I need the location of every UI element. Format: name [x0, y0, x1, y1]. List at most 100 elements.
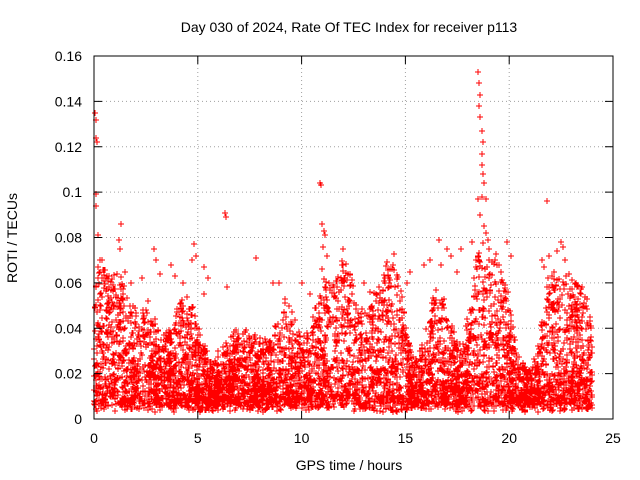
data-point [94, 139, 100, 145]
data-point [373, 291, 379, 297]
y-tick-label: 0.14 [55, 93, 82, 109]
data-point [436, 237, 442, 243]
data-point [476, 80, 482, 86]
data-point [562, 257, 568, 263]
data-point [319, 221, 325, 227]
data-point [480, 171, 486, 177]
data-point [145, 298, 151, 304]
y-tick-label: 0.04 [55, 320, 82, 336]
data-point [205, 275, 211, 281]
data-point [322, 232, 328, 238]
data-point [475, 196, 481, 202]
data-points [91, 69, 595, 415]
data-point [588, 325, 594, 331]
x-tick-label: 15 [398, 430, 414, 446]
x-tick-label: 10 [294, 430, 310, 446]
data-point [477, 114, 483, 120]
data-point [201, 291, 207, 297]
x-tick-label: 0 [90, 430, 98, 446]
data-point [498, 269, 504, 275]
data-point [485, 237, 491, 243]
data-point [117, 246, 123, 252]
data-point [438, 262, 444, 268]
y-tick-label: 0.02 [55, 366, 82, 382]
data-point [427, 257, 433, 263]
data-point [583, 303, 589, 309]
data-point [566, 271, 572, 277]
data-point [483, 230, 489, 236]
data-point [480, 139, 486, 145]
data-point [579, 284, 585, 290]
chart-title: Day 030 of 2024, Rate Of TEC Index for r… [181, 19, 518, 35]
data-point [477, 92, 483, 98]
data-point [481, 180, 487, 186]
data-point [479, 162, 485, 168]
data-point [319, 266, 325, 272]
data-point [95, 264, 101, 270]
data-point [558, 239, 564, 245]
x-tick-label: 5 [194, 430, 202, 446]
data-point [299, 280, 305, 286]
x-tick-label: 25 [605, 430, 621, 446]
x-tick-label: 20 [501, 430, 517, 446]
data-point [479, 128, 485, 134]
data-point [307, 291, 313, 297]
y-tick-label: 0.1 [63, 184, 83, 200]
data-point [421, 262, 427, 268]
data-point [573, 280, 579, 286]
data-point [340, 246, 346, 252]
data-point [496, 262, 502, 268]
data-point [469, 239, 475, 245]
data-point [97, 269, 103, 275]
data-point [458, 246, 464, 252]
data-point [541, 264, 547, 270]
data-point [444, 246, 450, 252]
data-point [324, 253, 330, 259]
data-point [180, 280, 186, 286]
data-point [587, 314, 593, 320]
data-point [276, 280, 282, 286]
data-point [367, 289, 373, 295]
data-point [118, 221, 124, 227]
data-point [476, 103, 482, 109]
y-tick-label: 0 [74, 411, 82, 427]
data-point [475, 69, 481, 75]
data-point [392, 284, 398, 290]
data-point [454, 269, 460, 275]
data-point [172, 273, 178, 279]
y-axis-label: ROTI / TECUs [4, 193, 20, 283]
data-point [270, 280, 276, 286]
y-tick-label: 0.16 [55, 48, 82, 64]
data-point [338, 275, 344, 281]
data-point [492, 257, 498, 263]
data-point [340, 262, 346, 268]
data-point [282, 296, 288, 302]
y-tick-label: 0.06 [55, 275, 82, 291]
data-point [477, 212, 483, 218]
data-point [504, 239, 510, 245]
data-point [286, 303, 292, 309]
data-point [554, 248, 560, 254]
data-point [253, 255, 259, 261]
data-point [99, 275, 105, 281]
data-point [320, 244, 326, 250]
data-point [97, 291, 103, 297]
data-point [193, 253, 199, 259]
data-point [189, 257, 195, 263]
data-point [151, 246, 157, 252]
data-point [473, 257, 479, 263]
data-point [223, 214, 229, 220]
data-point [560, 244, 566, 250]
data-point [191, 241, 197, 247]
data-point [481, 223, 487, 229]
data-point [201, 264, 207, 270]
data-point [103, 307, 109, 313]
data-point [116, 237, 122, 243]
data-point [546, 253, 552, 259]
data-point [168, 262, 174, 268]
x-axis-label: GPS time / hours [296, 457, 403, 473]
data-point [479, 151, 485, 157]
data-point [321, 228, 327, 234]
data-point [92, 110, 98, 116]
